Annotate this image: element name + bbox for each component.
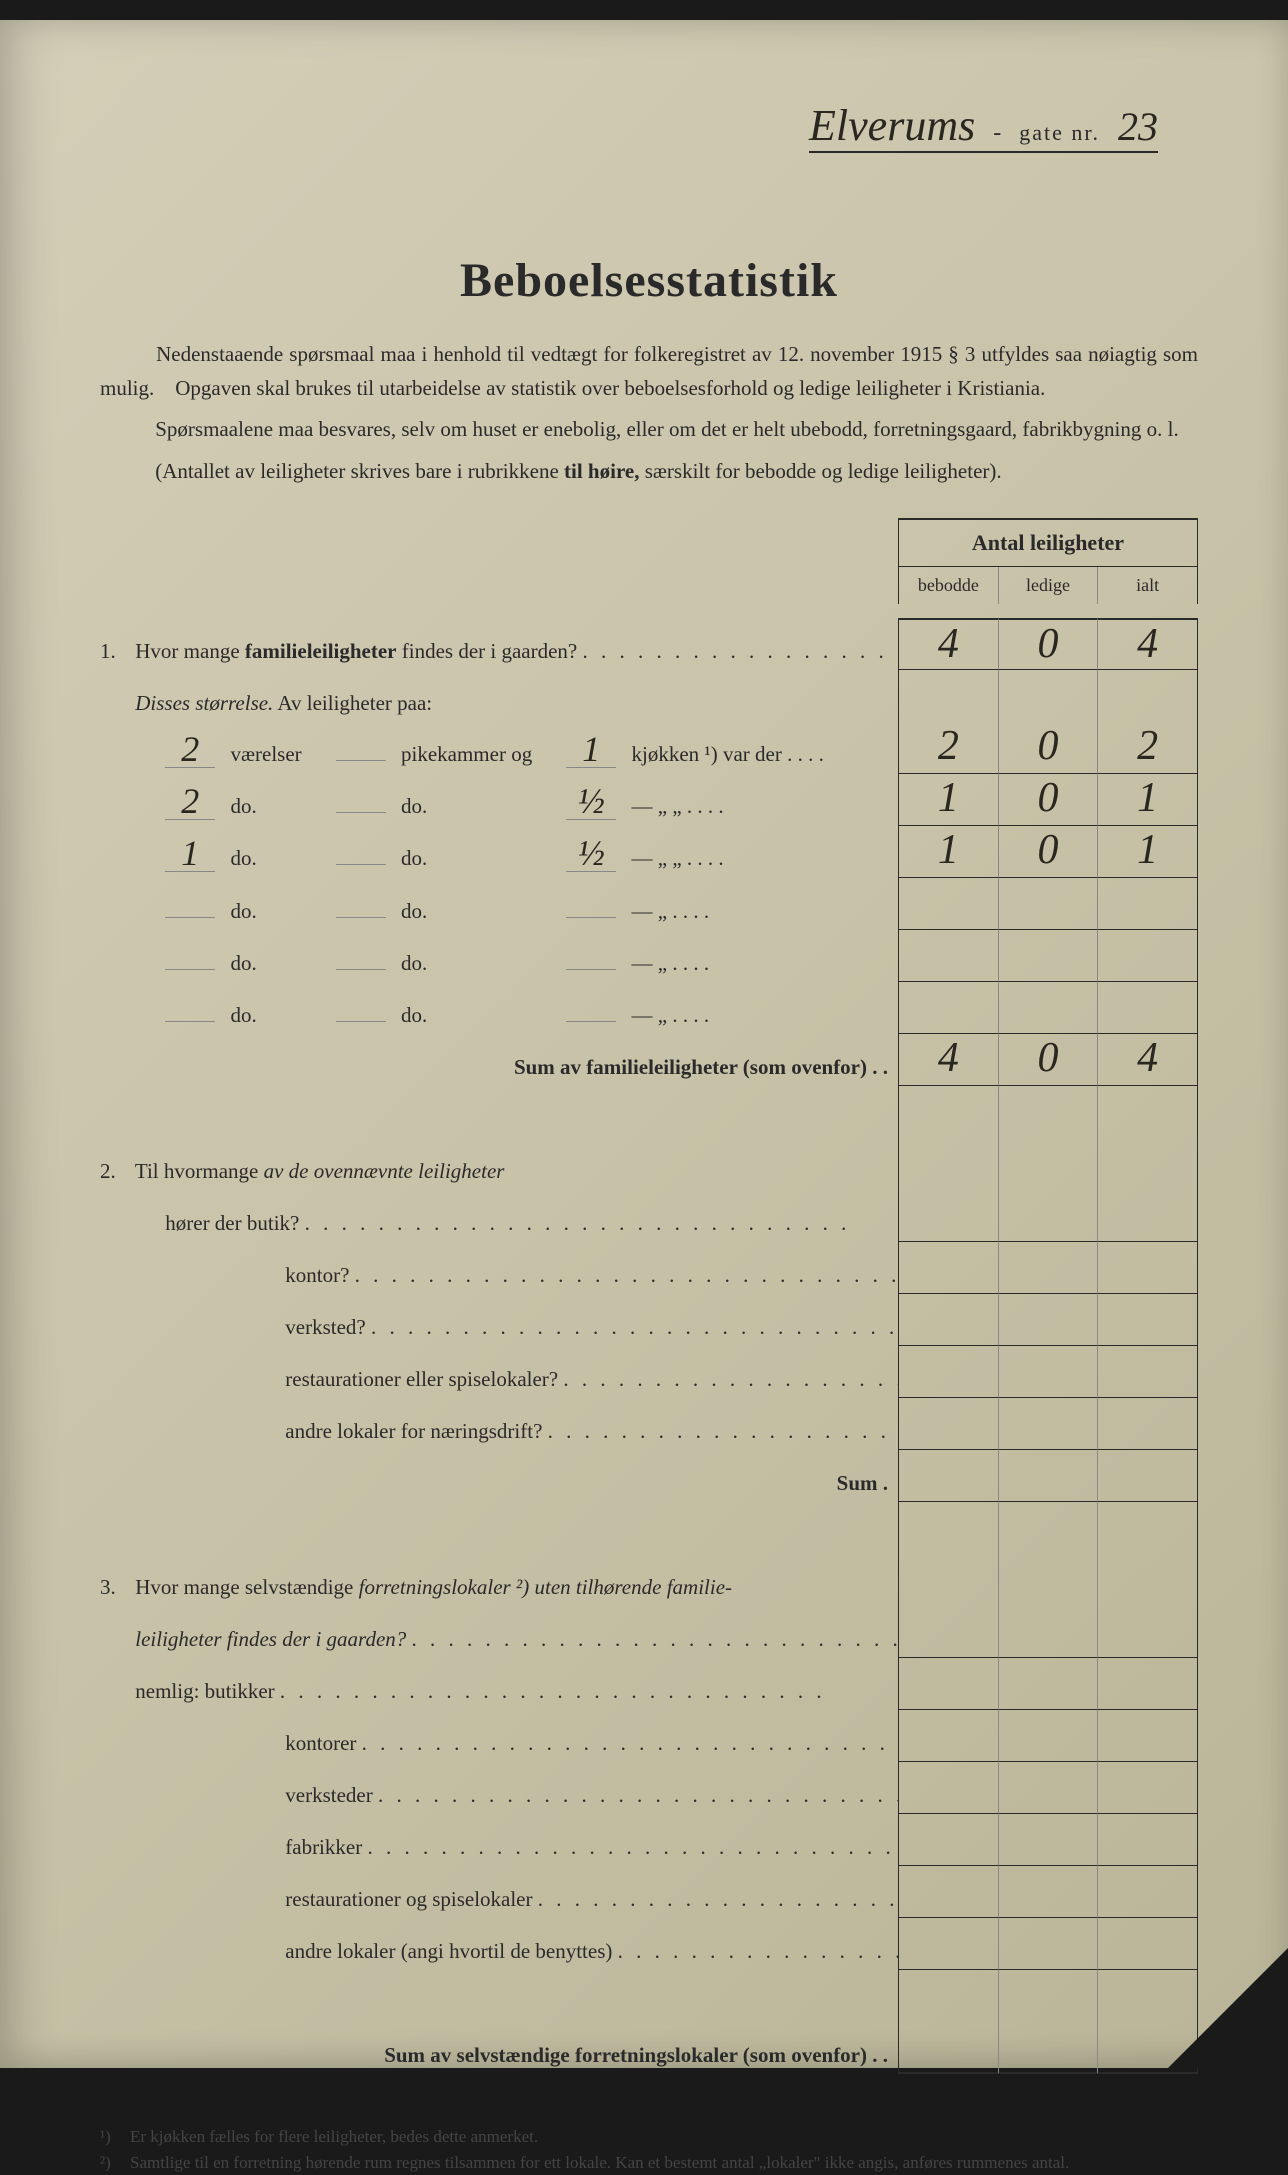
- cell-value: 4: [938, 1035, 959, 1081]
- footnote-text: Samtlige til en forretning hørende rum r…: [130, 2150, 1069, 2175]
- question-text-bold: familieleiligheter: [245, 639, 397, 663]
- q1-row: 1. Hvor mange familieleiligheter findes …: [100, 618, 1198, 670]
- q2-detail-row: andre lokaler for næringsdrift?: [100, 1398, 1198, 1450]
- sum-label: Sum av familieleiligheter: [514, 1055, 738, 1079]
- document-page: Elverums - gate nr. 23 Beboelsesstatisti…: [0, 20, 1288, 2068]
- column-group-header: Antal leiligheter: [899, 520, 1197, 567]
- q1-subheader-row: Disses størrelse. Av leiligheter paa:: [100, 670, 1198, 722]
- page-corner-fold: [1168, 1948, 1288, 2068]
- q3-detail-row: andre lokaler (angi hvortil de benyttes): [100, 1918, 1198, 1970]
- column-header-ledige: ledige: [999, 567, 1099, 604]
- q3-detail-row: verksteder: [100, 1762, 1198, 1814]
- q2-detail-row: restaurationer eller spiselokaler?: [100, 1346, 1198, 1398]
- q1-detail-row: 2 værelser pikekammer og 1 kjøkken ¹) va…: [100, 722, 1198, 774]
- question-text-italic: uten tilhørende: [534, 1575, 666, 1599]
- footnotes: ¹) Er kjøkken fælles for flere leilighet…: [100, 2124, 1198, 2175]
- q3-detail-row: kontorer: [100, 1710, 1198, 1762]
- q3-detail-row: fabrikker: [100, 1814, 1198, 1866]
- intro-text: særskilt for bebodde og ledige leilighet…: [645, 459, 1002, 483]
- row-text: nemlig: butikker: [135, 1679, 274, 1703]
- intro-paragraph-2: Spørsmaalene maa besvares, selv om huset…: [100, 413, 1198, 447]
- q2-detail-row: verksted?: [100, 1294, 1198, 1346]
- question-number: 1.: [100, 639, 130, 664]
- q1-detail-row: 2 do. do. ½ — „ „ . . . . 1 0 1: [100, 774, 1198, 826]
- q2-detail-row: hører der butik?: [100, 1190, 1198, 1242]
- q2-detail-row: kontor?: [100, 1242, 1198, 1294]
- q3-detail-row: restaurationer og spiselokaler: [100, 1866, 1198, 1918]
- intro-text-bold: til høire,: [564, 459, 639, 483]
- question-text: Hvor mange selvstændige: [135, 1575, 358, 1599]
- q1-detail-row: do. do. — „ . . . .: [100, 878, 1198, 930]
- subheader-italic: Disses størrelse.: [135, 691, 273, 715]
- footnote-text: Er kjøkken fælles for flere leiligheter,…: [130, 2124, 538, 2150]
- intro-text: Opgaven skal brukes til utarbeidelse av …: [175, 376, 1045, 400]
- subheader-text: Av leiligheter paa:: [277, 691, 432, 715]
- header: Elverums - gate nr. 23: [100, 80, 1198, 153]
- cell-value: 0: [1038, 1035, 1059, 1081]
- q1-detail-row: do. do. — „ . . . .: [100, 930, 1198, 982]
- question-number: 3.: [100, 1575, 130, 1600]
- q1-detail-row: do. do. — „ . . . .: [100, 982, 1198, 1034]
- cell-value: 4: [1137, 621, 1158, 667]
- column-header-bebodde: bebodde: [899, 567, 999, 604]
- question-text: findes der i gaarden?: [402, 639, 578, 663]
- gate-number-handwritten: 23: [1118, 103, 1158, 150]
- footnote-mark: ¹): [100, 2124, 130, 2150]
- question-text: Til hvormange: [135, 1159, 264, 1183]
- cell-value: 4: [938, 621, 959, 667]
- sum-label: Sum av selvstændige forretningslokaler: [384, 2043, 737, 2067]
- cell-value: 0: [1038, 621, 1059, 667]
- q3-header-row-2: leiligheter findes der i gaarden?: [100, 1606, 1198, 1658]
- question-text: Hvor mange: [135, 639, 245, 663]
- sum-label: Sum .: [837, 1471, 888, 1495]
- intro-text: (Antallet av leiligheter skrives bare i …: [155, 459, 564, 483]
- column-header-ialt: ialt: [1098, 567, 1197, 604]
- footnote-mark: ²): [100, 2150, 130, 2175]
- statistics-table: Antal leiligheter bebodde ledige ialt 1.…: [100, 518, 1198, 2074]
- question-number: 2.: [100, 1159, 130, 1184]
- cell-value: 4: [1137, 1035, 1158, 1081]
- sum-suffix: (som ovenfor) . .: [743, 1055, 888, 1079]
- q3-header-row-1: 3. Hvor mange selvstændige forretningslo…: [100, 1554, 1198, 1606]
- gate-label: gate nr.: [1019, 120, 1100, 145]
- column-header-box: Antal leiligheter bebodde ledige ialt: [898, 518, 1198, 604]
- intro-paragraph-3: (Antallet av leiligheter skrives bare i …: [100, 455, 1198, 489]
- q1-sum-row: Sum av familieleiligheter (som ovenfor) …: [100, 1034, 1198, 1086]
- question-text-italic: av de ovennævnte leiligheter: [264, 1159, 505, 1183]
- intro-paragraph-1: Nedenstaaende spørsmaal maa i henhold ti…: [100, 338, 1198, 405]
- q2-header-row: 2. Til hvormange av de ovennævnte leilig…: [100, 1138, 1198, 1190]
- question-text-italic: forretningslokaler ²): [359, 1575, 530, 1599]
- q3-sum-row: Sum av selvstændige forretningslokaler (…: [100, 2022, 1198, 2074]
- intro-text: Spørsmaalene maa besvares, selv om huset…: [155, 417, 1178, 441]
- q1-detail-row: 1 do. do. ½ — „ „ . . . . 1 0 1: [100, 826, 1198, 878]
- document-title: Beboelsesstatistik: [100, 253, 1198, 308]
- q3-nemlig-row: nemlig: butikker: [100, 1658, 1198, 1710]
- street-name-handwritten: Elverums: [809, 100, 975, 151]
- sum-suffix: (som ovenfor) . .: [743, 2043, 888, 2067]
- q2-sum-row: Sum .: [100, 1450, 1198, 1502]
